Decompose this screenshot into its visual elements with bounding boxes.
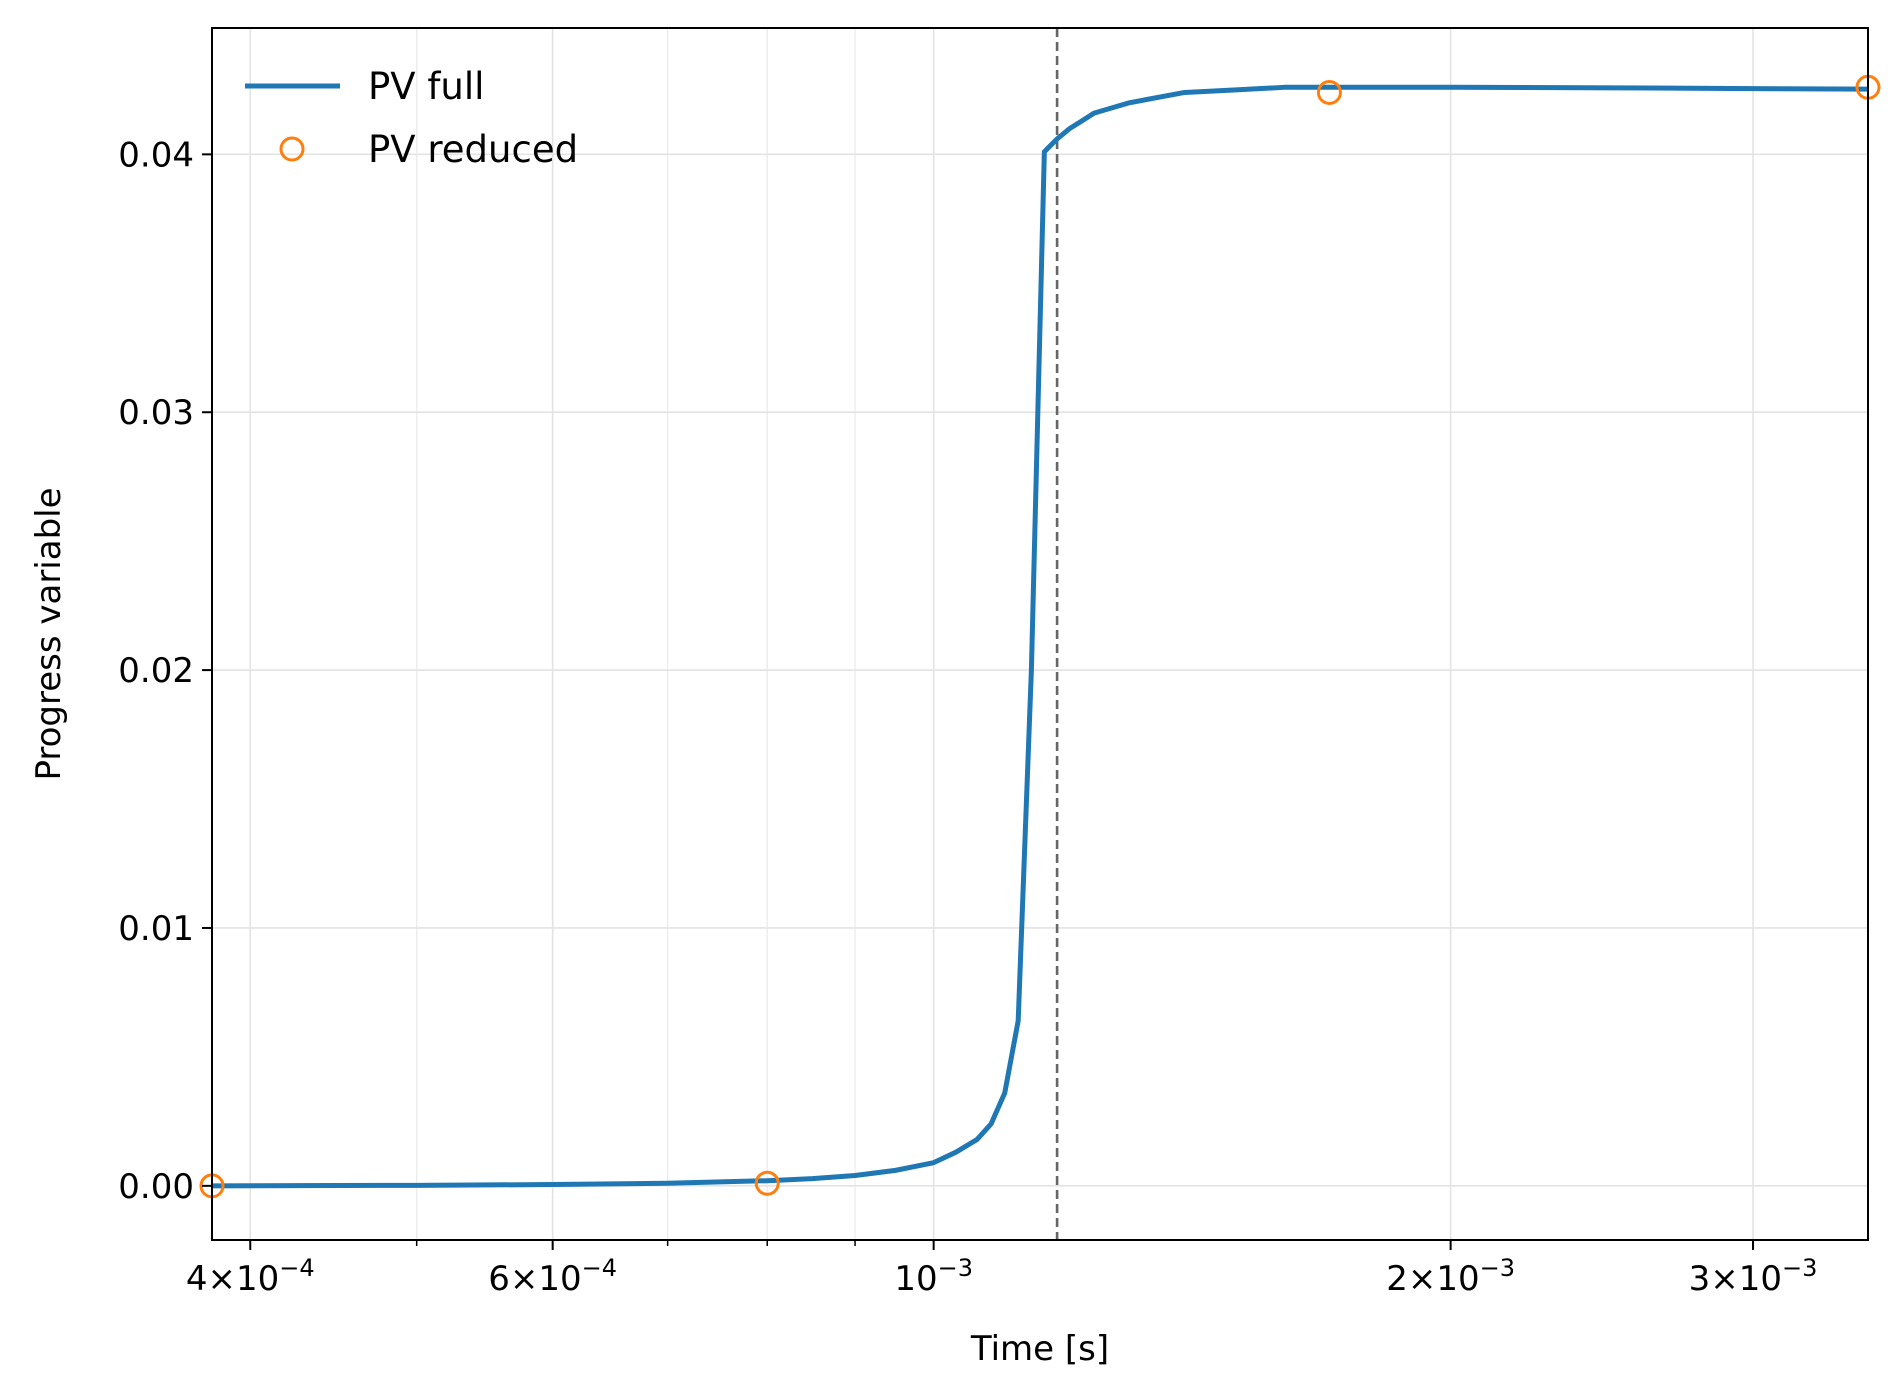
grid bbox=[212, 28, 1868, 1240]
legend-swatch-pv-reduced bbox=[279, 136, 305, 162]
legend-label-pv-reduced: PV reduced bbox=[368, 128, 578, 171]
y-axis-title: Progress variable bbox=[29, 487, 69, 780]
x-tick-label: 4×10−4 bbox=[186, 1254, 315, 1299]
y-tick-label: 0.01 bbox=[118, 909, 194, 949]
y-tick-label: 0.00 bbox=[118, 1167, 194, 1207]
legend-label-pv-full: PV full bbox=[368, 65, 484, 108]
data-point-pv-reduced bbox=[754, 1170, 780, 1196]
ticks: 4×10−4 6×10−4 10−3 2×10−3 3×10−3 0.00 0.01 0.02… bbox=[118, 135, 1817, 1299]
y-tick-label: 0.03 bbox=[118, 393, 194, 433]
data-point-pv-reduced bbox=[1316, 79, 1342, 105]
series-line-pv-full bbox=[212, 84, 1868, 1189]
x-tick-label: 2×10−3 bbox=[1386, 1254, 1515, 1299]
y-tick-label: 0.04 bbox=[118, 135, 194, 175]
x-tick-label: 10−3 bbox=[894, 1254, 973, 1299]
x-tick-label: 3×10−3 bbox=[1689, 1254, 1818, 1299]
x-axis-title: Time [s] bbox=[970, 1329, 1109, 1369]
x-tick-label: 6×10−4 bbox=[488, 1254, 617, 1299]
y-tick-label: 0.02 bbox=[118, 651, 194, 691]
legend: PV full PV reduced bbox=[245, 65, 578, 171]
plot-frame bbox=[211, 27, 1869, 1241]
